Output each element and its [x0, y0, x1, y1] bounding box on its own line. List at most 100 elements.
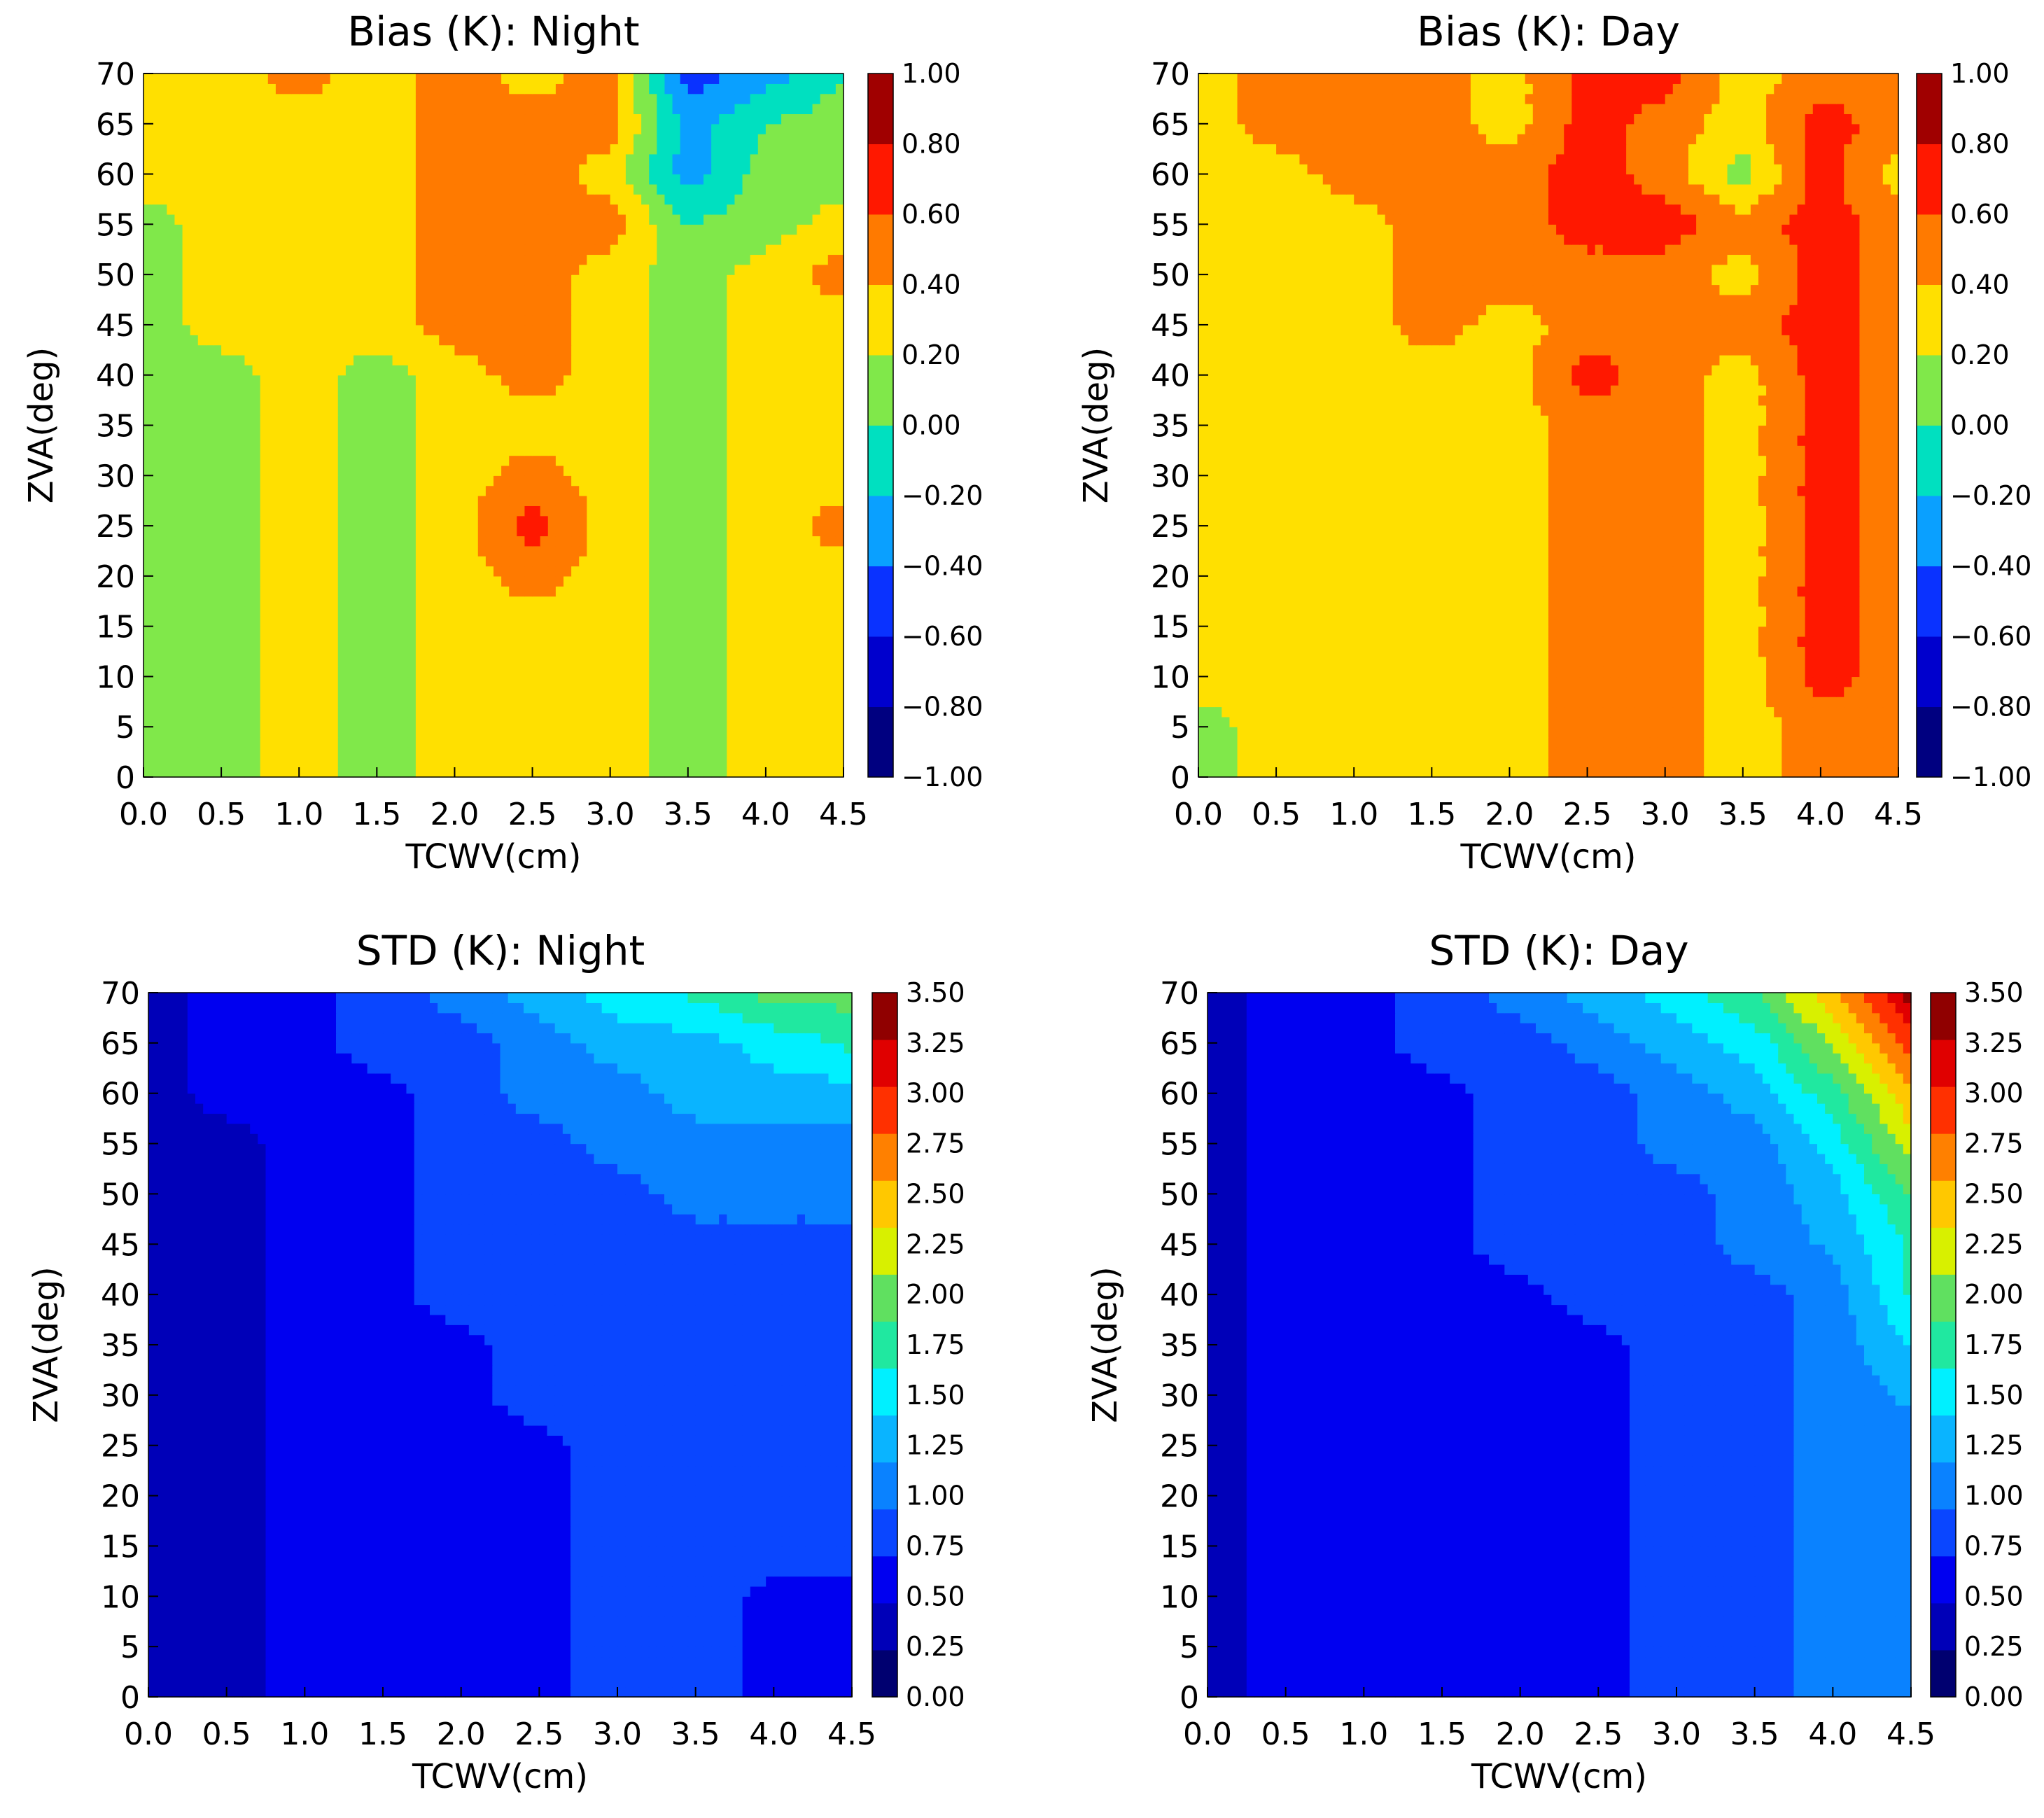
contour-cell — [237, 274, 245, 285]
contour-cell — [688, 556, 696, 566]
contour-cell — [244, 727, 253, 737]
contour-cell — [244, 636, 253, 647]
contour-cell — [338, 315, 346, 326]
contour-cell — [229, 496, 237, 506]
contour-cell — [151, 224, 160, 235]
contour-cell — [377, 676, 385, 687]
contour-cell — [774, 767, 782, 778]
contour-cell — [198, 285, 206, 295]
contour-cell — [517, 435, 525, 446]
contour-cell — [766, 295, 774, 305]
contour-cell — [493, 606, 502, 617]
contour-cell — [377, 274, 385, 285]
contour-cell — [571, 526, 580, 536]
contour-cell — [587, 385, 595, 396]
contour-cell — [774, 445, 782, 456]
contour-cell — [470, 375, 479, 386]
contour-cell — [291, 426, 300, 436]
contour-cell — [719, 305, 727, 315]
contour-cell — [836, 757, 844, 767]
contour-cell — [478, 345, 486, 356]
contour-cell — [719, 767, 727, 778]
contour-cell — [501, 536, 510, 546]
contour-cell — [384, 657, 393, 667]
contour-cell — [214, 727, 222, 737]
contour-cell — [338, 395, 346, 405]
contour-cell — [377, 214, 385, 225]
contour-cell — [159, 747, 167, 757]
contour-cell — [579, 747, 587, 757]
contour-cell — [463, 265, 471, 275]
contour-cell — [704, 627, 712, 637]
contour-cell — [229, 596, 237, 607]
contour-cell — [470, 616, 479, 627]
contour-cell — [229, 315, 237, 326]
contour-cell — [766, 375, 774, 386]
contour-cell — [540, 305, 549, 315]
contour-cell — [509, 285, 517, 295]
contour-cell — [276, 666, 284, 677]
contour-cell — [673, 536, 681, 546]
contour-cell — [400, 646, 409, 657]
contour-cell — [338, 596, 346, 607]
contour-cell — [361, 747, 370, 757]
contour-cell — [719, 516, 727, 526]
contour-cell — [501, 395, 510, 405]
contour-cell — [524, 747, 533, 757]
contour-cell — [229, 445, 237, 456]
contour-cell — [750, 596, 759, 607]
contour-cell — [704, 526, 712, 536]
contour-cell — [750, 305, 759, 315]
contour-cell — [719, 646, 727, 657]
contour-cell — [524, 254, 533, 265]
contour-cell — [314, 727, 323, 737]
contour-cell — [533, 616, 541, 627]
contour-cell — [454, 727, 463, 737]
contour-cell — [439, 405, 447, 416]
contour-cell — [501, 616, 510, 627]
contour-cell — [307, 445, 315, 456]
contour-cell — [221, 526, 230, 536]
contour-cell — [144, 636, 152, 647]
contour-cell — [804, 385, 813, 396]
contour-cell — [618, 546, 626, 557]
contour-cell — [354, 486, 362, 496]
contour-cell — [291, 616, 300, 627]
contour-cell — [517, 315, 525, 326]
contour-cell — [400, 456, 409, 466]
contour-cell — [649, 335, 657, 345]
contour-cell — [307, 375, 315, 386]
contour-cell — [696, 516, 704, 526]
contour-cell — [268, 727, 276, 737]
contour-cell — [571, 616, 580, 627]
contour-cell — [229, 385, 237, 396]
contour-cell — [610, 737, 619, 748]
contour-cell — [704, 365, 712, 375]
contour-cell — [781, 486, 790, 496]
contour-cell — [206, 265, 214, 275]
contour-cell — [369, 747, 377, 757]
contour-cell — [314, 486, 323, 496]
contour-cell — [167, 435, 175, 446]
contour-cell — [174, 435, 183, 446]
contour-cell — [804, 235, 813, 245]
contour-cell — [151, 657, 160, 667]
contour-cell — [260, 697, 269, 707]
contour-cell — [229, 666, 237, 677]
contour-cell — [346, 576, 354, 587]
contour-cell — [268, 405, 276, 416]
contour-cell — [813, 636, 821, 647]
contour-cell — [618, 395, 626, 405]
contour-cell — [151, 556, 160, 566]
contour-cell — [260, 586, 269, 596]
contour-cell — [284, 596, 292, 607]
contour-cell — [369, 355, 377, 365]
contour-cell — [159, 546, 167, 557]
contour-cell — [307, 596, 315, 607]
contour-cell — [463, 687, 471, 697]
contour-cell — [743, 325, 751, 335]
contour-cell — [664, 697, 673, 707]
contour-cell — [454, 687, 463, 697]
contour-cell — [509, 747, 517, 757]
contour-cell — [144, 486, 152, 496]
